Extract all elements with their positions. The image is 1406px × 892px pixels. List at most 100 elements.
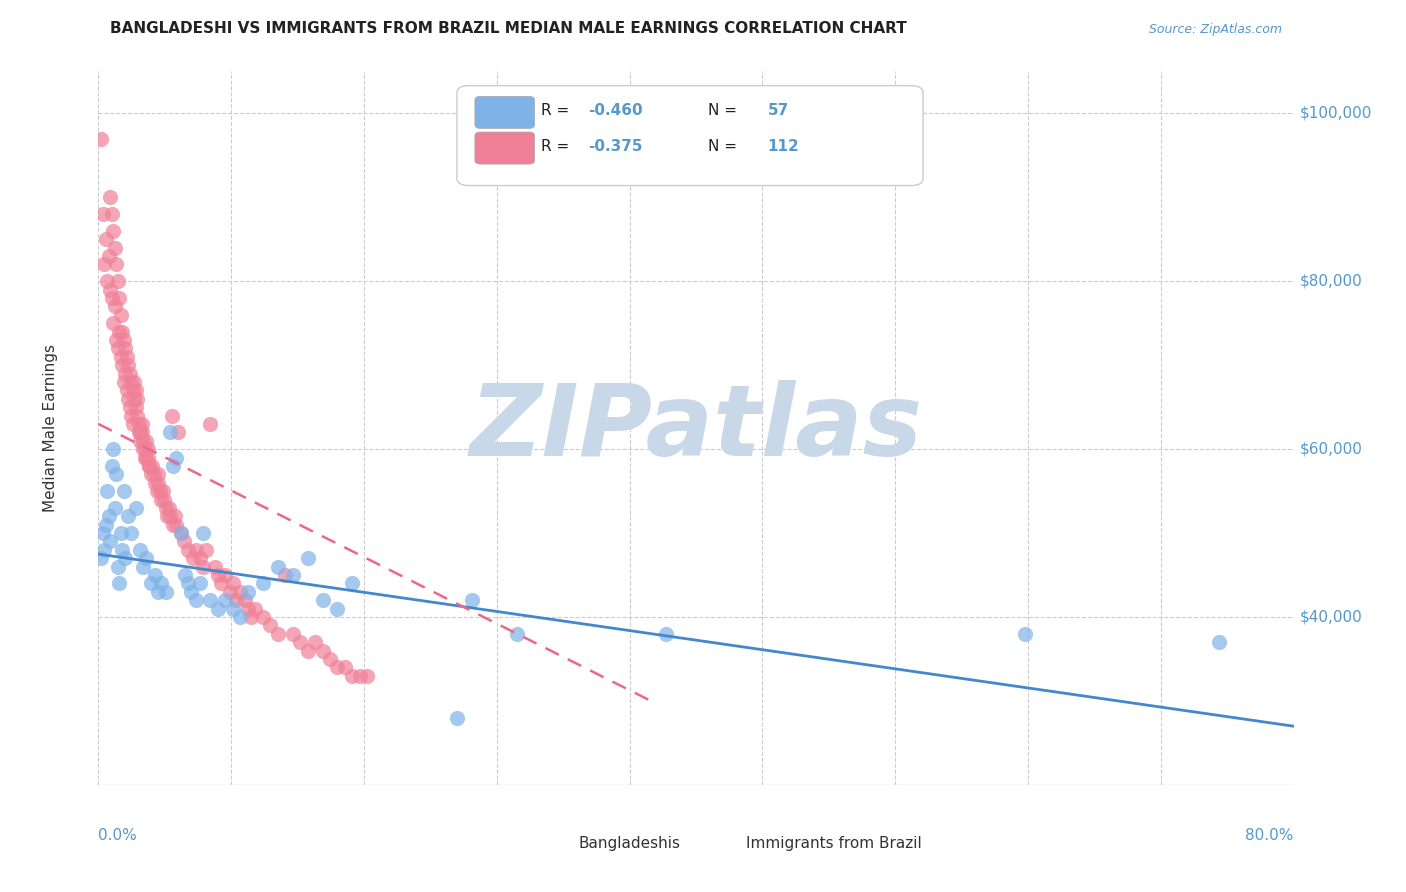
Point <box>446 711 468 725</box>
Point <box>159 509 181 524</box>
Point <box>274 568 297 582</box>
Point <box>107 559 129 574</box>
Point <box>461 593 484 607</box>
Point <box>129 542 152 557</box>
Point <box>132 559 155 574</box>
Point <box>129 434 152 448</box>
Point <box>105 467 128 482</box>
Point <box>188 551 211 566</box>
FancyBboxPatch shape <box>475 96 534 128</box>
Point <box>181 551 204 566</box>
Point <box>114 342 136 356</box>
Point <box>326 601 349 615</box>
Point <box>124 392 146 406</box>
Point <box>267 627 290 641</box>
Text: R =: R = <box>541 139 569 153</box>
Point <box>184 593 207 607</box>
Point <box>103 316 125 330</box>
Point <box>135 551 157 566</box>
Point <box>281 568 304 582</box>
FancyBboxPatch shape <box>537 833 574 855</box>
Point <box>115 384 138 398</box>
Point <box>207 568 229 582</box>
Point <box>111 358 134 372</box>
Point <box>162 458 184 473</box>
Point <box>184 542 207 557</box>
Point <box>233 593 256 607</box>
Point <box>97 509 120 524</box>
Text: BANGLADESHI VS IMMIGRANTS FROM BRAZIL MEDIAN MALE EARNINGS CORRELATION CHART: BANGLADESHI VS IMMIGRANTS FROM BRAZIL ME… <box>111 21 907 36</box>
Point <box>204 559 226 574</box>
Point <box>108 325 131 339</box>
Point <box>117 509 139 524</box>
Text: ZIPatlas: ZIPatlas <box>470 380 922 476</box>
Point <box>236 601 259 615</box>
Point <box>195 542 218 557</box>
Point <box>166 425 188 440</box>
Text: 112: 112 <box>768 139 800 153</box>
Point <box>107 274 129 288</box>
Point <box>149 484 172 499</box>
Point <box>120 375 142 389</box>
Point <box>117 358 139 372</box>
Point <box>222 601 245 615</box>
Point <box>111 325 134 339</box>
Point <box>94 517 117 532</box>
Point <box>91 207 114 221</box>
Point <box>112 333 135 347</box>
Point <box>118 367 141 381</box>
Point <box>141 458 163 473</box>
Point <box>209 576 232 591</box>
Text: $100,000: $100,000 <box>1299 106 1372 120</box>
Point <box>252 610 274 624</box>
Point <box>169 526 191 541</box>
Point <box>138 458 160 473</box>
Point <box>326 660 349 674</box>
Point <box>155 585 177 599</box>
Text: Immigrants from Brazil: Immigrants from Brazil <box>747 836 922 851</box>
Point <box>103 224 125 238</box>
Point <box>245 601 267 615</box>
Text: -0.375: -0.375 <box>589 139 643 153</box>
Point <box>129 425 152 440</box>
Point <box>120 409 142 423</box>
Point <box>136 442 159 457</box>
Point <box>148 475 170 490</box>
Point <box>152 484 174 499</box>
Point <box>105 257 128 271</box>
Point <box>157 500 180 515</box>
Point <box>1014 627 1036 641</box>
Point <box>101 291 124 305</box>
Point <box>115 350 138 364</box>
Point <box>98 190 122 204</box>
Point <box>200 417 222 431</box>
Point <box>134 450 156 465</box>
Text: N =: N = <box>709 139 737 153</box>
Text: 0.0%: 0.0% <box>98 828 138 843</box>
Point <box>131 425 153 440</box>
Point <box>506 627 529 641</box>
Point <box>139 576 162 591</box>
Point <box>121 384 143 398</box>
Point <box>342 576 364 591</box>
Point <box>139 467 162 482</box>
Point <box>349 669 371 683</box>
Point <box>128 417 150 431</box>
Point <box>319 652 342 666</box>
Point <box>136 450 159 465</box>
Point <box>104 500 127 515</box>
Point <box>110 526 132 541</box>
Point <box>135 434 157 448</box>
Point <box>96 484 118 499</box>
FancyBboxPatch shape <box>475 132 534 164</box>
Text: $60,000: $60,000 <box>1299 442 1362 457</box>
Point <box>127 392 149 406</box>
Text: 57: 57 <box>768 103 789 118</box>
Point <box>90 131 112 145</box>
Point <box>1208 635 1230 649</box>
Point <box>98 283 122 297</box>
Point <box>160 409 183 423</box>
Text: N =: N = <box>709 103 737 118</box>
Text: $40,000: $40,000 <box>1299 609 1362 624</box>
Point <box>104 300 127 314</box>
